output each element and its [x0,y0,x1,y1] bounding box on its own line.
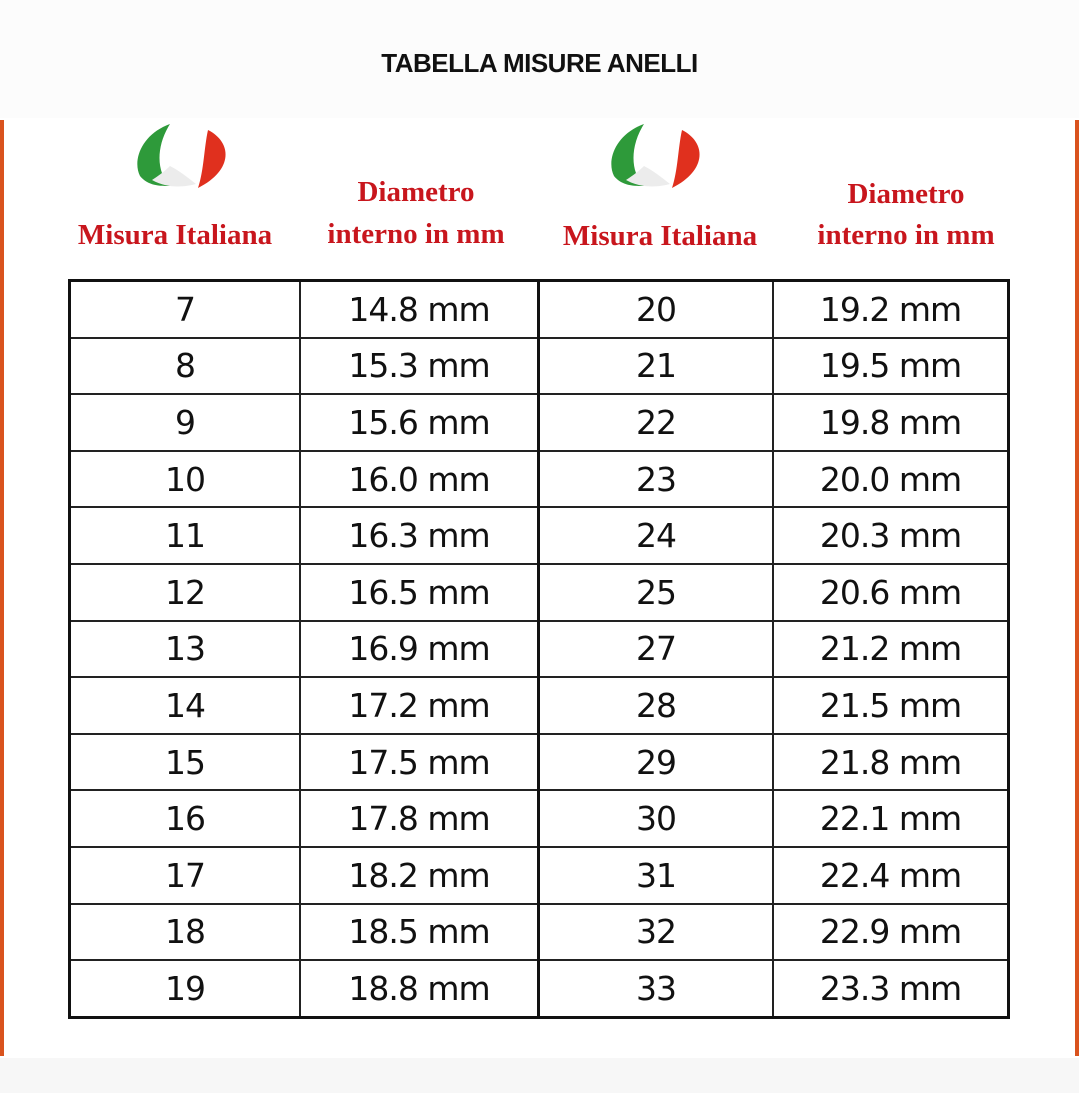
diameter-cell: 22.4 mm [772,845,1010,905]
diameter-cell: 17.5 mm [299,732,540,792]
diameter-cell: 17.8 mm [299,789,540,848]
size-cell: 12 [68,562,301,622]
table-row: 7 14.8 mm 20 19.2 mm [68,279,1010,339]
size-cell: 27 [537,619,774,679]
diameter-cell: 20.3 mm [772,506,1010,565]
table-row: 9 15.6 mm 22 19.8 mm [68,393,1010,452]
size-cell: 18 [68,902,301,962]
italian-flag-icon [611,124,700,188]
table-row: 11 16.3 mm 24 20.3 mm [68,506,1010,565]
size-cell: 29 [537,732,774,792]
bottom-band [0,1058,1079,1093]
diameter-cell: 16.0 mm [299,449,540,509]
table-row: 15 17.5 mm 29 21.8 mm [68,732,1010,792]
diameter-cell: 16.3 mm [299,506,540,565]
size-cell: 7 [68,279,301,339]
size-cell: 9 [68,393,301,452]
size-cell: 11 [68,506,301,565]
size-cell: 10 [68,449,301,509]
size-cell: 20 [537,279,774,339]
diameter-cell: 23.3 mm [772,959,1010,1019]
header-diameter-left-line1: Diametro [357,176,475,208]
table-row: 8 15.3 mm 21 19.5 mm [68,336,1010,396]
right-edge-bar [1075,120,1079,1056]
header-size-left: Misura Italiana [77,219,273,251]
diameter-cell: 20.0 mm [772,449,1010,509]
size-cell: 8 [68,336,301,396]
table-row: 17 18.2 mm 31 22.4 mm [68,845,1010,905]
table-row: 16 17.8 mm 30 22.1 mm [68,789,1010,848]
diameter-cell: 19.8 mm [772,393,1010,452]
table-row: 13 16.9 mm 27 21.2 mm [68,619,1010,679]
ring-size-table: 7 14.8 mm 20 19.2 mm 8 15.3 mm 21 19.5 mm 9 15.6 … [68,279,1010,1019]
table-row: 10 16.0 mm 23 20.0 mm [68,449,1010,509]
header-size-right: Misura Italiana [562,220,758,252]
diameter-cell: 17.2 mm [299,676,540,735]
diameter-cell: 18.5 mm [299,902,540,962]
diameter-cell: 18.2 mm [299,845,540,905]
size-cell: 24 [537,506,774,565]
page-title: TABELLA MISURE ANELLI [381,48,698,78]
table-row: 12 16.5 mm 25 20.6 mm [68,562,1010,622]
diameter-cell: 22.9 mm [772,902,1010,962]
header-diameter-right-line1: Diametro [847,178,965,210]
size-cell: 21 [537,336,774,396]
size-cell: 22 [537,393,774,452]
diameter-cell: 21.8 mm [772,732,1010,792]
diameter-cell: 21.2 mm [772,619,1010,679]
diameter-cell: 19.2 mm [772,279,1010,339]
size-cell: 31 [537,845,774,905]
size-cell: 23 [537,449,774,509]
size-cell: 14 [68,676,301,735]
top-band [0,0,1079,118]
size-cell: 32 [537,902,774,962]
diameter-cell: 15.3 mm [299,336,540,396]
table-row: 18 18.5 mm 32 22.9 mm [68,902,1010,962]
left-edge-bar [0,120,4,1056]
diameter-cell: 18.8 mm [299,959,540,1019]
size-cell: 33 [537,959,774,1019]
diameter-cell: 14.8 mm [299,279,540,339]
diameter-cell: 15.6 mm [299,393,540,452]
table-row: 19 18.8 mm 33 23.3 mm [68,959,1010,1019]
size-cell: 16 [68,789,301,848]
size-cell: 15 [68,732,301,792]
diameter-cell: 16.9 mm [299,619,540,679]
diameter-cell: 21.5 mm [772,676,1010,735]
size-cell: 30 [537,789,774,848]
size-cell: 25 [537,562,774,622]
diameter-cell: 19.5 mm [772,336,1010,396]
size-cell: 19 [68,959,301,1019]
diameter-cell: 20.6 mm [772,562,1010,622]
size-cell: 28 [537,676,774,735]
size-cell: 17 [68,845,301,905]
diameter-cell: 22.1 mm [772,789,1010,848]
table-row: 14 17.2 mm 28 21.5 mm [68,676,1010,735]
header-diameter-right-line2: interno in mm [817,219,995,251]
diameter-cell: 16.5 mm [299,562,540,622]
size-cell: 13 [68,619,301,679]
italian-flag-icon [137,124,226,188]
header-diameter-left-line2: interno in mm [327,218,505,250]
